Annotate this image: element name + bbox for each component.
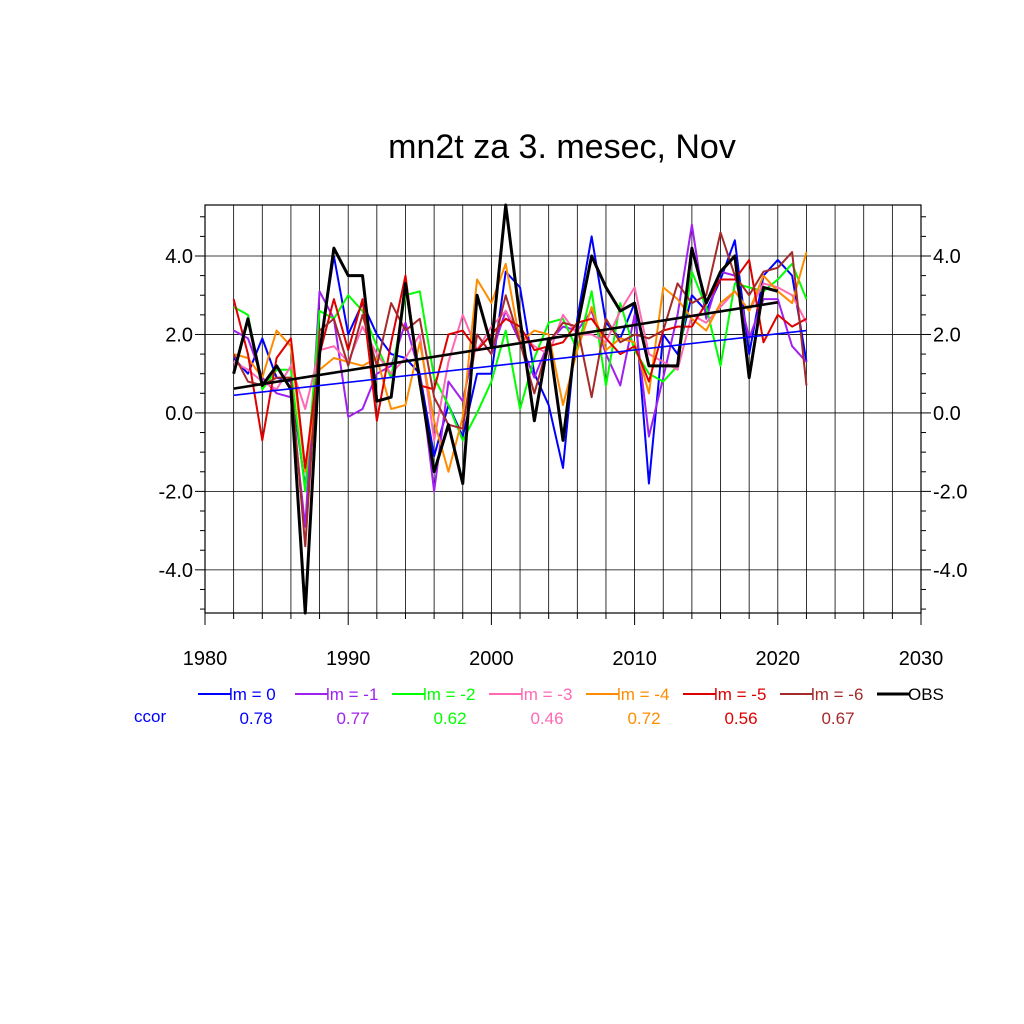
legend-label: lm = -6	[811, 685, 863, 704]
series-group	[232, 203, 808, 615]
x-tick-label: 2010	[612, 648, 657, 670]
y-tick-label-left: 2.0	[165, 324, 193, 346]
legend-ccor-value: 0.72	[627, 709, 660, 728]
y-tick-label-left: 4.0	[165, 246, 193, 268]
ccor-label: ccor	[134, 707, 166, 726]
y-tick-label-left: -4.0	[159, 560, 193, 582]
legend-ccor-value: 0.56	[724, 709, 757, 728]
series-layer	[232, 203, 808, 615]
x-tick-label: 1980	[183, 648, 228, 670]
legend-label: lm = -2	[423, 685, 475, 704]
y-tick-label-right: 2.0	[933, 324, 961, 346]
series-line-obs	[232, 203, 779, 615]
legend-label: lm = -4	[617, 685, 669, 704]
trend-line	[233, 301, 779, 390]
legend-ccor-value: 0.46	[530, 709, 563, 728]
legend-ccor-value: 0.78	[239, 709, 272, 728]
legend-ccor-value: 0.62	[433, 709, 466, 728]
y-tick-label-right: -4.0	[933, 560, 967, 582]
y-tick-label-left: 0.0	[165, 403, 193, 425]
chart-title: mn2t za 3. mesec, Nov	[388, 128, 736, 166]
y-tick-label-right: 0.0	[933, 403, 961, 425]
y-tick-label-right: -2.0	[933, 481, 967, 503]
y-tick-label-left: -2.0	[159, 481, 193, 503]
x-tick-label: 2000	[469, 648, 514, 670]
legend-label: lm = 0	[229, 685, 276, 704]
legend-label: lm = -5	[714, 685, 766, 704]
x-tick-label: 2030	[899, 648, 944, 670]
legend-label: lm = -3	[520, 685, 572, 704]
series-line-lm-3	[233, 282, 808, 442]
trend-line	[233, 329, 807, 397]
legend-label: lm = -1	[326, 685, 378, 704]
plot-frame	[204, 204, 922, 614]
legend: lm = 0 0.78 lm = -1 0.77 lm = -2 0.62 lm = -3 0…	[134, 685, 944, 728]
x-tick-label: 1990	[326, 648, 371, 670]
plot-area	[204, 204, 922, 614]
legend-ccor-value: 0.67	[821, 709, 854, 728]
legend-label: OBS	[908, 685, 944, 704]
legend-ccor-value: 0.77	[336, 709, 369, 728]
y-tick-label-right: 4.0	[933, 246, 961, 268]
x-tick-label: 2020	[756, 648, 801, 670]
axes: 4.0 4.0 2.0 2.0 0.0 0.0 -2.0 -2.0 -4.0 -4.0 1980 19…	[159, 216, 967, 670]
